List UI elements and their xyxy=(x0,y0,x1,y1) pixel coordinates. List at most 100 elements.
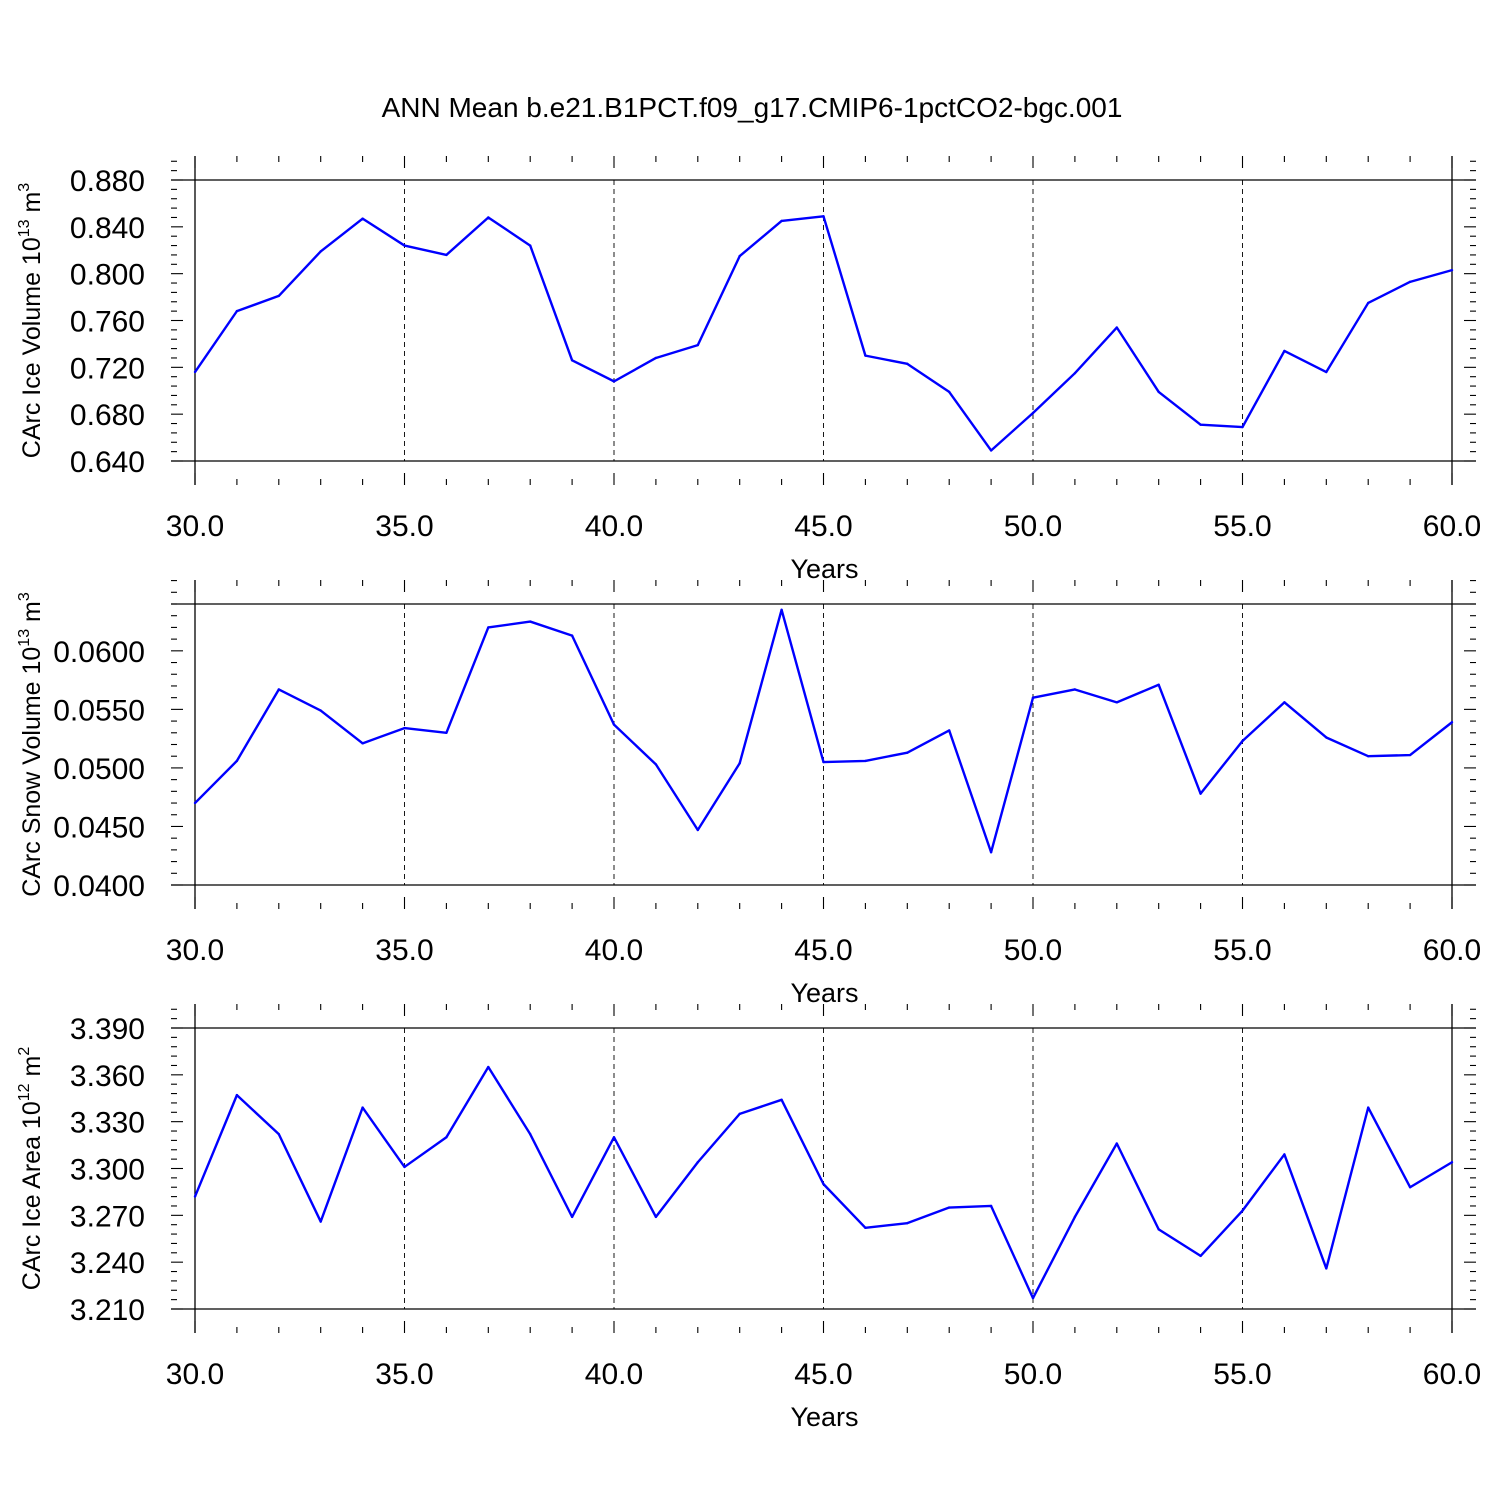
data-point xyxy=(1367,1106,1370,1109)
data-point xyxy=(948,729,951,732)
data-point xyxy=(738,762,741,765)
y-tick-label: 0.840 xyxy=(70,212,145,245)
y-axis-title: CArc Snow Volume 1013 m3 xyxy=(16,592,46,897)
data-point xyxy=(1325,370,1328,374)
y-tick-label: 0.800 xyxy=(70,259,145,292)
data-point xyxy=(696,343,699,347)
data-point xyxy=(235,759,239,763)
x-tick-label: 35.0 xyxy=(375,1358,433,1391)
data-point xyxy=(1241,425,1244,429)
x-tick-label: 40.0 xyxy=(585,1358,643,1391)
data-point xyxy=(529,244,532,247)
y-axis-title: CArc Ice Volume 1013 m3 xyxy=(16,183,46,459)
x-axis-title: Years xyxy=(790,554,858,584)
chart-panel-2: 0.0400 0.0450 0.0500 0.0550 0.0600 30.0 35.0 40… xyxy=(16,580,1481,1008)
data-point xyxy=(403,244,406,247)
x-tick-label: 35.0 xyxy=(375,510,433,543)
data-point xyxy=(1157,683,1160,686)
y-tick-label: 3.360 xyxy=(70,1060,145,1093)
x-tick-label: 50.0 xyxy=(1004,1358,1062,1391)
y-axis-title-superscript: 3 xyxy=(16,592,33,601)
data-point xyxy=(1450,721,1454,724)
data-point xyxy=(989,851,993,854)
x-axis-title: Years xyxy=(790,1402,858,1432)
x-tick-label: 30.0 xyxy=(166,1358,224,1391)
y-tick-label: 0.0450 xyxy=(53,811,145,844)
data-point xyxy=(1115,326,1119,329)
data-point xyxy=(487,1065,490,1069)
data-point xyxy=(780,1098,783,1102)
y-tick-label: 0.680 xyxy=(70,399,145,432)
x-tick-label: 55.0 xyxy=(1213,934,1271,967)
data-point xyxy=(1157,390,1160,394)
data-point xyxy=(487,626,490,629)
data-point xyxy=(738,254,741,258)
y-tick-label: 3.210 xyxy=(70,1294,145,1327)
data-point xyxy=(361,217,364,220)
chart-panel-3: 3.210 3.240 3.270 3.300 3.330 3.360 3.390 30.0 3… xyxy=(16,1004,1481,1432)
data-point xyxy=(780,219,783,223)
data-point xyxy=(822,1182,825,1186)
data-point xyxy=(1408,753,1412,757)
x-tick-label: 50.0 xyxy=(1004,934,1062,967)
data-point xyxy=(1031,1296,1035,1300)
y-tick-label: 3.390 xyxy=(70,1013,145,1046)
data-point xyxy=(1325,736,1328,739)
data-point xyxy=(654,763,658,766)
y-tick-label: 0.0400 xyxy=(53,870,145,903)
data-point xyxy=(1073,1215,1077,1219)
y-tick-label: 0.720 xyxy=(70,352,145,385)
y-tick-label: 0.760 xyxy=(70,306,145,339)
data-point xyxy=(1450,1161,1454,1164)
data-point xyxy=(989,449,993,452)
y-axis-title-part: CArc Snow Volume 10 xyxy=(18,647,46,897)
data-point xyxy=(193,1195,197,1198)
data-point xyxy=(1283,1153,1286,1156)
data-point xyxy=(445,731,448,734)
data-point xyxy=(1073,688,1077,691)
y-axis-title-part: m xyxy=(18,192,46,220)
data-point xyxy=(1283,701,1286,704)
data-point xyxy=(1241,1209,1244,1212)
data-point xyxy=(1199,792,1202,795)
data-point xyxy=(1073,371,1077,375)
data-point xyxy=(277,294,280,298)
data-point xyxy=(403,726,406,730)
x-tick-label: 40.0 xyxy=(585,510,643,543)
x-tick-label: 60.0 xyxy=(1423,934,1481,967)
data-point xyxy=(403,1165,406,1169)
x-tick-label: 60.0 xyxy=(1423,510,1481,543)
y-axis-title-part: m xyxy=(18,601,46,629)
data-point xyxy=(570,634,574,637)
data-point xyxy=(906,362,909,366)
x-tick-label: 55.0 xyxy=(1213,510,1271,543)
y-axis-title-superscript: 13 xyxy=(16,629,33,647)
data-point xyxy=(529,620,532,623)
data-point xyxy=(487,216,490,219)
data-point xyxy=(1367,755,1370,758)
data-point xyxy=(1283,349,1286,353)
chart-panel-1: 0.640 0.680 0.720 0.760 0.800 0.840 0.880 30.0 3… xyxy=(16,156,1481,584)
y-axis-title-part: m xyxy=(18,1056,46,1084)
y-axis-title: CArc Ice Area 1012 m2 xyxy=(16,1047,46,1291)
data-point xyxy=(906,1221,909,1225)
data-point xyxy=(738,1112,741,1116)
x-axis-title: Years xyxy=(790,978,858,1008)
data-point xyxy=(235,309,239,313)
data-point xyxy=(1408,1186,1412,1189)
x-tick-label: 60.0 xyxy=(1423,1358,1481,1391)
data-point xyxy=(1367,301,1370,305)
data-point xyxy=(1241,739,1244,743)
x-tick-label: 35.0 xyxy=(375,934,433,967)
x-tick-label: 45.0 xyxy=(794,1358,852,1391)
data-point xyxy=(696,1161,699,1164)
data-point xyxy=(864,759,867,763)
y-tick-label: 3.270 xyxy=(70,1200,145,1233)
data-point xyxy=(319,1220,322,1223)
y-tick-label: 3.300 xyxy=(70,1154,145,1187)
data-point xyxy=(822,215,825,218)
data-point xyxy=(948,1206,951,1209)
data-point xyxy=(1450,268,1454,272)
data-point xyxy=(277,688,280,691)
data-point xyxy=(1408,280,1412,284)
